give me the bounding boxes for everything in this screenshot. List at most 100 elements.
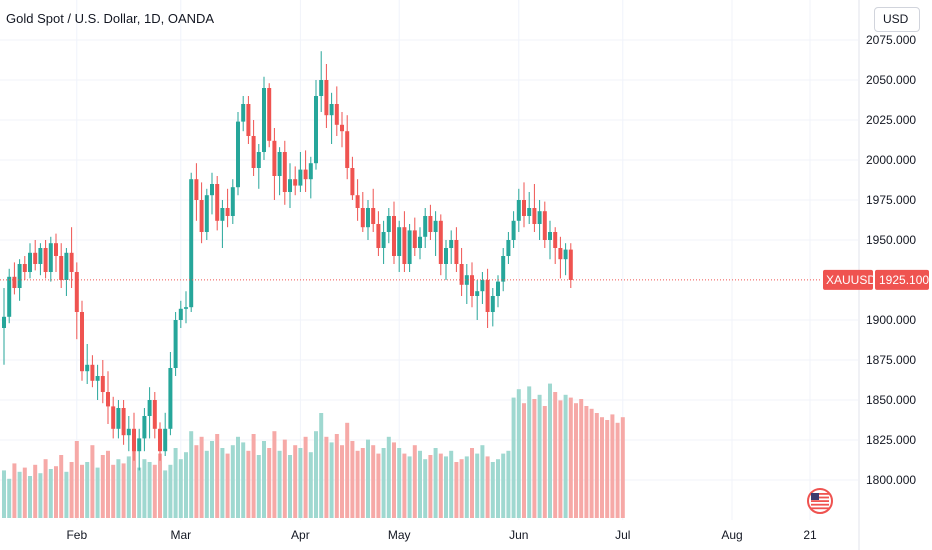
volume-bar	[329, 442, 334, 518]
candle-body	[345, 131, 350, 168]
candle-body	[178, 308, 183, 320]
currency-button[interactable]: USD	[874, 7, 920, 32]
volume-bar	[527, 386, 532, 518]
candle-body	[553, 232, 558, 248]
volume-bar	[277, 450, 282, 518]
candle-body	[85, 364, 90, 372]
volume-bar	[121, 463, 126, 518]
candle-body	[334, 104, 339, 125]
volume-bar	[454, 462, 459, 518]
volume-bar	[464, 456, 469, 518]
volume-bar	[532, 399, 537, 518]
candle-body	[132, 428, 136, 452]
candle-body	[340, 124, 344, 132]
candle-body	[542, 211, 547, 240]
volume-bar	[22, 467, 27, 518]
volume-bar	[59, 455, 64, 518]
price-tick-label: 2000.000	[866, 153, 916, 167]
candle-body	[537, 211, 542, 224]
candle-body	[360, 208, 365, 228]
candle-body	[230, 187, 235, 216]
volume-bar	[33, 464, 38, 518]
volume-bar	[418, 450, 422, 518]
last-price-label: 1925.100	[879, 273, 929, 287]
candle-body	[121, 408, 126, 436]
volume-bar	[303, 436, 308, 518]
candle-body	[355, 195, 360, 208]
volume-bar	[90, 445, 95, 518]
volume-bar	[142, 459, 147, 518]
candle-body	[43, 248, 48, 272]
price-axis[interactable]: 2075.000 2050.000 2025.000 2000.000 1975.000…	[858, 0, 916, 550]
flag-stripe	[811, 493, 829, 495]
volume-bar	[355, 450, 360, 518]
volume-bar	[600, 417, 604, 518]
candle-body	[407, 230, 412, 264]
volume-bar	[594, 413, 599, 518]
candle-body	[33, 252, 38, 264]
symbol-badge	[823, 269, 873, 290]
candle-body	[522, 200, 526, 216]
candle-body	[324, 80, 329, 116]
candle-body	[22, 264, 27, 272]
volume-bar	[360, 448, 365, 518]
volume-bar	[246, 450, 251, 518]
candle-body	[28, 252, 32, 272]
candle-body	[319, 80, 324, 96]
volume-bar	[225, 453, 230, 518]
volume-bar	[366, 439, 370, 518]
candle-body	[511, 220, 516, 240]
volume-bar	[288, 455, 292, 518]
volume-bar	[204, 450, 209, 518]
candle-body	[74, 272, 79, 312]
us-flag-icon[interactable]	[807, 488, 833, 514]
candle-body	[194, 179, 199, 200]
volume-bar	[558, 400, 563, 518]
candle-body	[152, 400, 157, 429]
candle-body	[173, 320, 178, 368]
volume-bar	[584, 406, 589, 518]
volume-bar	[147, 462, 152, 518]
volume-bar	[43, 459, 48, 518]
volume-bar	[282, 439, 287, 518]
time-tick-label: Jul	[615, 528, 630, 542]
candle-body	[246, 104, 251, 136]
volume-bar	[111, 464, 116, 518]
volume-bar	[407, 456, 412, 518]
candle-body	[277, 152, 282, 176]
candle-body	[314, 96, 318, 164]
candle-body	[470, 275, 474, 296]
volume-bar	[38, 473, 43, 518]
volume-bar	[293, 445, 298, 518]
volume-bar	[85, 462, 90, 518]
volume-bar	[386, 436, 391, 518]
candle-body	[459, 264, 464, 285]
candle-body	[475, 291, 480, 296]
candle-body	[428, 216, 433, 232]
volume-bar	[506, 450, 511, 518]
candle-body	[376, 224, 381, 248]
candle-body	[100, 376, 105, 392]
candle-body	[366, 208, 370, 228]
volume-bar	[132, 448, 136, 518]
candle-body	[163, 428, 168, 452]
time-axis[interactable]: Feb Mar Apr May Jun Jul Aug 21	[66, 528, 817, 542]
volume-bar	[334, 434, 339, 518]
candle-body	[438, 220, 443, 264]
chart-title: Gold Spot / U.S. Dollar, 1D, OANDA	[6, 11, 215, 26]
volume-bar	[475, 453, 480, 518]
volume-bar	[522, 403, 526, 518]
volume-bar	[376, 453, 381, 518]
candle-body	[199, 200, 204, 232]
candle-body	[236, 121, 240, 188]
volume-bar	[298, 448, 303, 518]
volume-bar	[345, 422, 350, 518]
price-tick-label: 1950.000	[866, 233, 916, 247]
volume-bar	[371, 445, 376, 518]
price-tick-label: 2050.000	[866, 73, 916, 87]
candle-body	[412, 230, 417, 248]
candle-body	[48, 243, 53, 272]
volume-bar	[574, 403, 578, 518]
volume-bar	[548, 383, 552, 518]
